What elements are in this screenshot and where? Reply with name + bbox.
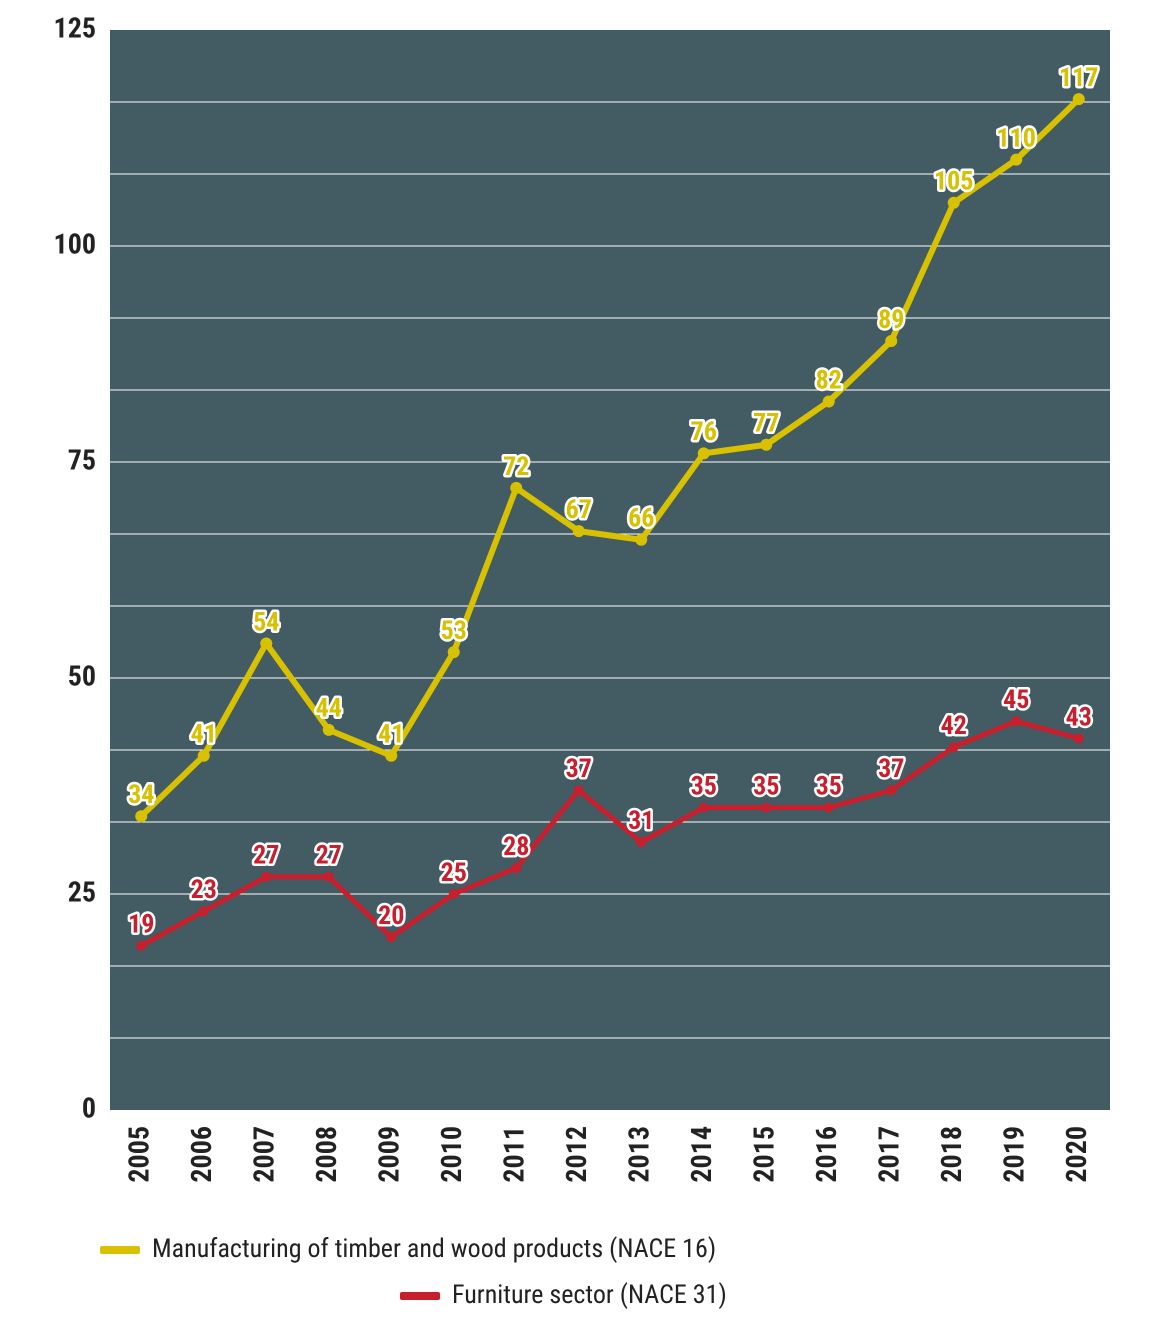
series-marker-0 bbox=[510, 482, 522, 494]
series-marker-1 bbox=[761, 803, 771, 813]
series-marker-0 bbox=[448, 646, 460, 658]
series-marker-0 bbox=[1010, 154, 1022, 166]
series-marker-1 bbox=[699, 803, 709, 813]
series-marker-1 bbox=[574, 785, 584, 795]
data-label-1: 42 bbox=[941, 711, 967, 741]
data-label-0: 53 bbox=[441, 616, 467, 646]
x-tick-label: 2013 bbox=[623, 1126, 656, 1183]
series-marker-1 bbox=[886, 785, 896, 795]
x-tick-label: 2015 bbox=[748, 1126, 781, 1183]
data-label-1: 31 bbox=[628, 806, 654, 836]
line-chart: 0255075100125200520062007200820092010201… bbox=[0, 0, 1160, 1320]
data-label-1: 37 bbox=[878, 754, 904, 784]
data-label-1: 20 bbox=[378, 901, 404, 931]
data-label-1: 28 bbox=[503, 832, 529, 862]
series-marker-1 bbox=[511, 863, 521, 873]
series-marker-1 bbox=[449, 889, 459, 899]
legend-label: Manufacturing of timber and wood product… bbox=[152, 1234, 716, 1264]
data-label-0: 89 bbox=[878, 305, 904, 335]
data-label-0: 66 bbox=[628, 504, 654, 534]
series-marker-0 bbox=[385, 750, 397, 762]
x-tick-label: 2014 bbox=[685, 1126, 718, 1183]
data-label-0: 117 bbox=[1059, 63, 1098, 93]
data-label-0: 77 bbox=[753, 409, 779, 439]
series-marker-1 bbox=[324, 872, 334, 882]
series-marker-0 bbox=[135, 810, 147, 822]
legend-swatch bbox=[100, 1246, 140, 1254]
x-tick-label: 2007 bbox=[248, 1126, 281, 1183]
series-marker-1 bbox=[261, 872, 271, 882]
data-label-1: 45 bbox=[1003, 685, 1029, 715]
data-label-1: 27 bbox=[253, 841, 279, 871]
series-marker-0 bbox=[698, 447, 710, 459]
x-tick-label: 2016 bbox=[810, 1126, 843, 1183]
data-label-1: 43 bbox=[1066, 702, 1092, 732]
data-label-1: 19 bbox=[128, 910, 154, 940]
data-label-0: 41 bbox=[378, 720, 404, 750]
y-tick-label: 0 bbox=[82, 1091, 96, 1124]
x-tick-label: 2006 bbox=[185, 1126, 218, 1183]
series-marker-0 bbox=[573, 525, 585, 537]
data-label-1: 35 bbox=[753, 771, 779, 801]
data-label-0: 82 bbox=[816, 365, 842, 395]
data-label-0: 67 bbox=[566, 495, 592, 525]
legend-label: Furniture sector (NACE 31) bbox=[452, 1280, 727, 1310]
x-tick-label: 2010 bbox=[435, 1126, 468, 1183]
data-label-0: 54 bbox=[253, 607, 279, 637]
data-label-0: 72 bbox=[503, 452, 529, 482]
x-tick-label: 2018 bbox=[935, 1126, 968, 1183]
x-tick-label: 2012 bbox=[560, 1126, 593, 1183]
series-marker-0 bbox=[948, 197, 960, 209]
series-marker-1 bbox=[636, 837, 646, 847]
data-label-1: 35 bbox=[691, 771, 717, 801]
x-tick-label: 2019 bbox=[998, 1126, 1031, 1183]
data-label-1: 35 bbox=[816, 771, 842, 801]
series-marker-1 bbox=[136, 941, 146, 951]
chart-container: 0255075100125200520062007200820092010201… bbox=[0, 0, 1160, 1320]
data-label-0: 105 bbox=[934, 167, 973, 197]
data-label-0: 44 bbox=[316, 694, 342, 724]
data-label-0: 76 bbox=[691, 417, 717, 447]
series-marker-1 bbox=[949, 742, 959, 752]
data-label-1: 37 bbox=[566, 754, 592, 784]
data-label-1: 27 bbox=[316, 841, 342, 871]
series-marker-1 bbox=[199, 906, 209, 916]
data-label-1: 23 bbox=[191, 875, 217, 905]
series-marker-1 bbox=[824, 803, 834, 813]
legend-swatch bbox=[400, 1292, 440, 1300]
series-marker-1 bbox=[1074, 733, 1084, 743]
data-label-0: 110 bbox=[997, 123, 1036, 153]
y-tick-label: 25 bbox=[68, 875, 96, 908]
data-label-0: 41 bbox=[191, 720, 217, 750]
y-tick-label: 50 bbox=[68, 659, 96, 692]
y-tick-label: 75 bbox=[68, 443, 96, 476]
series-marker-0 bbox=[823, 396, 835, 408]
x-tick-label: 2009 bbox=[373, 1126, 406, 1183]
series-marker-1 bbox=[1011, 716, 1021, 726]
series-marker-0 bbox=[635, 534, 647, 546]
x-tick-label: 2011 bbox=[498, 1126, 531, 1183]
x-tick-label: 2020 bbox=[1060, 1126, 1093, 1183]
x-tick-label: 2008 bbox=[310, 1126, 343, 1183]
x-tick-label: 2005 bbox=[123, 1126, 156, 1183]
series-marker-0 bbox=[885, 335, 897, 347]
data-label-0: 34 bbox=[128, 780, 154, 810]
series-marker-1 bbox=[386, 932, 396, 942]
data-label-1: 25 bbox=[441, 858, 467, 888]
series-marker-0 bbox=[760, 439, 772, 451]
y-tick-label: 125 bbox=[54, 11, 96, 44]
series-marker-0 bbox=[323, 724, 335, 736]
y-tick-label: 100 bbox=[54, 227, 96, 260]
series-marker-0 bbox=[1073, 93, 1085, 105]
series-marker-0 bbox=[198, 750, 210, 762]
x-tick-label: 2017 bbox=[873, 1126, 906, 1183]
series-marker-0 bbox=[260, 637, 272, 649]
